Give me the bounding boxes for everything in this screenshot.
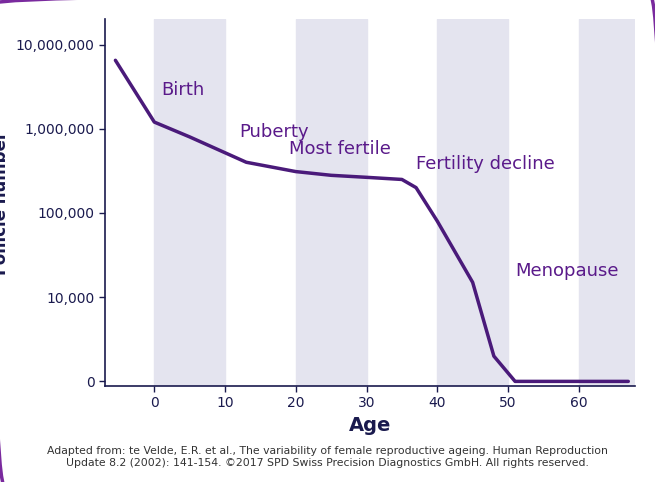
X-axis label: Age: Age [349, 415, 391, 435]
Bar [155, 19, 225, 386]
Bar [438, 19, 508, 386]
Bar [296, 19, 367, 386]
Text: Most fertile: Most fertile [289, 140, 390, 158]
Text: Adapted from: te Velde, E.R. et al., The variability of female reproductive agei: Adapted from: te Velde, E.R. et al., The… [47, 446, 608, 468]
Text: Fertility decline: Fertility decline [416, 155, 555, 173]
Text: Menopause: Menopause [515, 262, 618, 281]
Text: Birth: Birth [161, 81, 204, 99]
Bar [579, 19, 635, 386]
Text: Adapted from: te Velde, E.R.: Adapted from: te Velde, E.R. [0, 481, 1, 482]
Text: Puberty: Puberty [239, 123, 309, 141]
Y-axis label: Follicle number: Follicle number [0, 130, 10, 275]
